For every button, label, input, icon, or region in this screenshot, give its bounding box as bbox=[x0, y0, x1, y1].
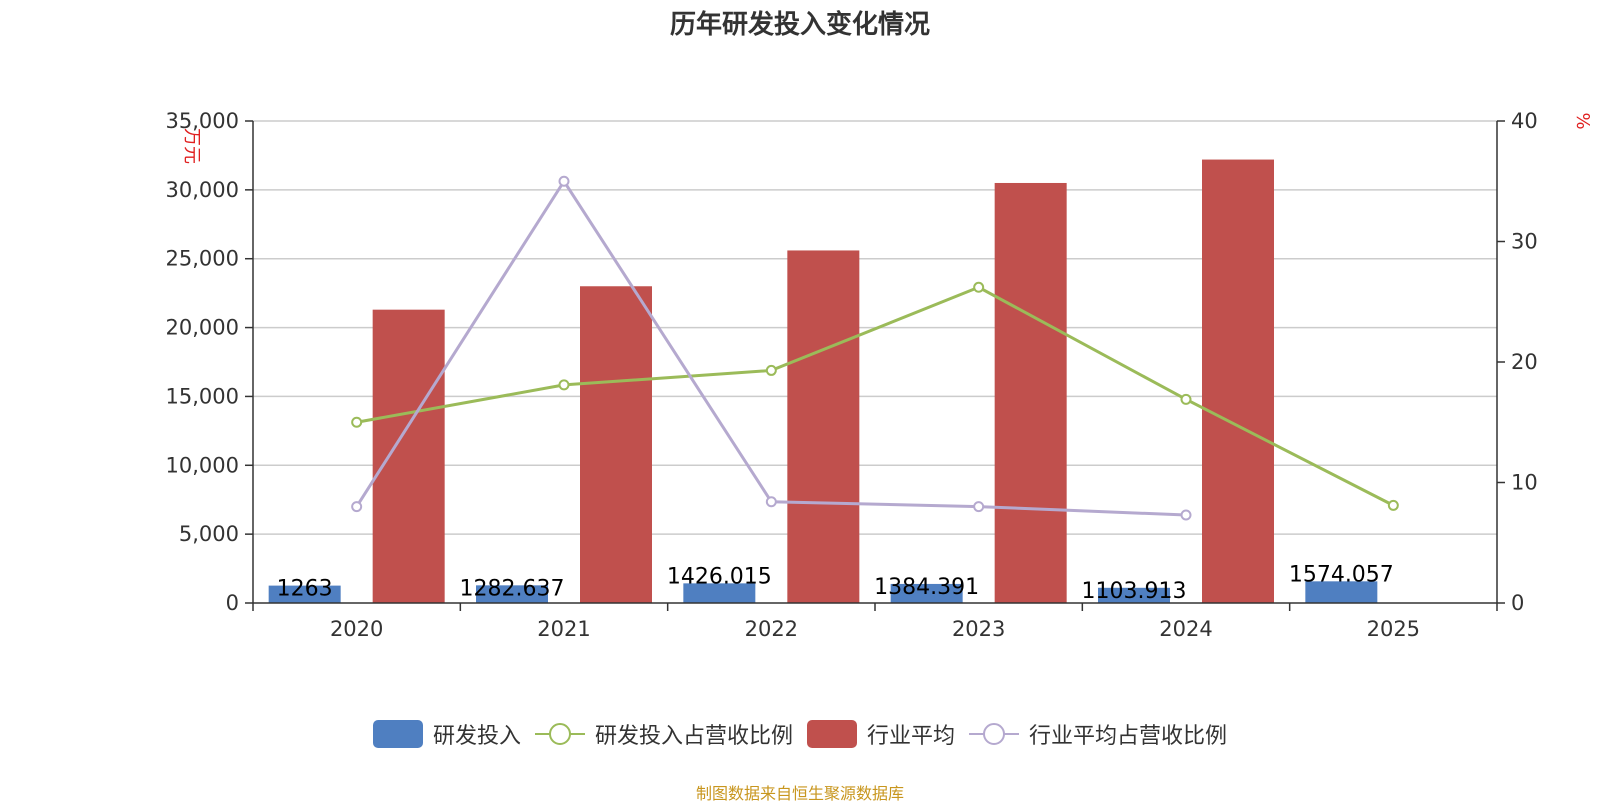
line-point-industry-ratio bbox=[351, 501, 363, 513]
legend-item[interactable]: 行业平均占营收比例 bbox=[969, 718, 1227, 750]
source-note: 制图数据来自恒生聚源数据库 bbox=[695, 784, 904, 803]
bar-rd-investment bbox=[683, 583, 756, 603]
y-left-tick-label: 30,000 bbox=[166, 178, 239, 202]
bar-data-label: 1574.057 bbox=[1289, 562, 1394, 587]
y-left-tick-label: 10,000 bbox=[166, 453, 239, 477]
legend-bar-swatch bbox=[807, 720, 857, 748]
x-tick-label: 2020 bbox=[330, 617, 383, 641]
y-right-tick-label: 30 bbox=[1511, 230, 1538, 254]
bar-data-label: 1282.637 bbox=[460, 576, 565, 601]
legend-item[interactable]: 行业平均 bbox=[807, 718, 955, 750]
line-rd-ratio bbox=[356, 285, 1395, 507]
bar-industry-average bbox=[787, 250, 860, 604]
bar-layer bbox=[268, 159, 1378, 604]
bar-industry-average bbox=[372, 309, 445, 603]
y-left-unit: 万元 bbox=[181, 128, 202, 164]
legend-line-swatch bbox=[969, 723, 1020, 745]
legend-item[interactable]: 研发投入 bbox=[372, 718, 521, 750]
data-labels: 1263 1282.637 1426.015 1384.391 1103.913 1574… bbox=[277, 562, 1394, 603]
bar-rd-investment bbox=[476, 585, 548, 603]
bar-data-label: 1384.391 bbox=[874, 575, 979, 600]
bar-data-label: 1103.913 bbox=[1082, 579, 1187, 604]
bar-data-label: 1426.015 bbox=[667, 564, 772, 589]
legend-label: 研发投入占营收比例 bbox=[594, 724, 793, 749]
y-right-tick-label: 20 bbox=[1511, 350, 1538, 374]
grid-lines bbox=[253, 120, 1497, 535]
y-left-tick-label: 25,000 bbox=[166, 247, 239, 271]
axes: 0 5,000 10,000 15,000 20,000 25,000 30,000 35,0… bbox=[166, 109, 1593, 641]
legend-label: 行业平均 bbox=[867, 724, 956, 749]
y-left-tick-label: 35,000 bbox=[166, 109, 239, 133]
x-tick-label: 2022 bbox=[745, 617, 798, 641]
chart-title: 历年研发投入变化情况 bbox=[669, 10, 930, 40]
x-tick-label: 2023 bbox=[952, 617, 1005, 641]
line-layer bbox=[351, 175, 1399, 521]
y-left-tick-label: 0 bbox=[226, 591, 239, 615]
y-right-tick-label: 0 bbox=[1511, 591, 1524, 615]
line-point-rd-ratio bbox=[765, 364, 777, 376]
legend-label: 行业平均占营收比例 bbox=[1029, 724, 1228, 749]
bar-rd-investment bbox=[268, 585, 341, 603]
y-right-tick-label: 40 bbox=[1511, 109, 1538, 133]
line-point-industry-ratio bbox=[765, 496, 777, 508]
legend-line-swatch bbox=[534, 723, 585, 745]
line-point-rd-ratio bbox=[973, 281, 985, 293]
bar-industry-average bbox=[1202, 159, 1274, 603]
line-point-industry-ratio bbox=[558, 175, 570, 187]
line-point-industry-ratio bbox=[973, 501, 985, 513]
bar-industry-average bbox=[994, 182, 1067, 603]
y-right-tick-label: 10 bbox=[1511, 471, 1538, 495]
y-right-unit: % bbox=[1572, 112, 1593, 129]
legend-label: 研发投入 bbox=[432, 724, 521, 749]
y-left-tick-label: 5,000 bbox=[179, 522, 239, 546]
line-point-rd-ratio bbox=[558, 379, 570, 391]
y-left-tick-label: 15,000 bbox=[166, 384, 239, 408]
line-point-rd-ratio bbox=[351, 416, 363, 428]
line-point-industry-ratio bbox=[1180, 509, 1192, 521]
line-point-rd-ratio bbox=[1180, 393, 1192, 405]
legend-bar-swatch bbox=[372, 720, 423, 748]
y-left-tick-label: 20,000 bbox=[166, 316, 239, 340]
bar-rd-investment bbox=[890, 583, 963, 603]
line-point-rd-ratio bbox=[1387, 499, 1399, 511]
bar-industry-average bbox=[580, 286, 652, 603]
bar-rd-investment bbox=[1305, 581, 1378, 603]
x-tick-label: 2024 bbox=[1159, 617, 1212, 641]
x-tick-label: 2021 bbox=[537, 617, 590, 641]
bar-data-label: 1263 bbox=[277, 577, 333, 602]
bar-rd-investment bbox=[1098, 587, 1170, 603]
x-tick-label: 2025 bbox=[1367, 617, 1420, 641]
legend-item[interactable]: 研发投入占营收比例 bbox=[534, 718, 793, 750]
legend: 研发投入 研发投入占营收比例 行业平均 行业平均占营收比例 bbox=[0, 718, 1600, 750]
